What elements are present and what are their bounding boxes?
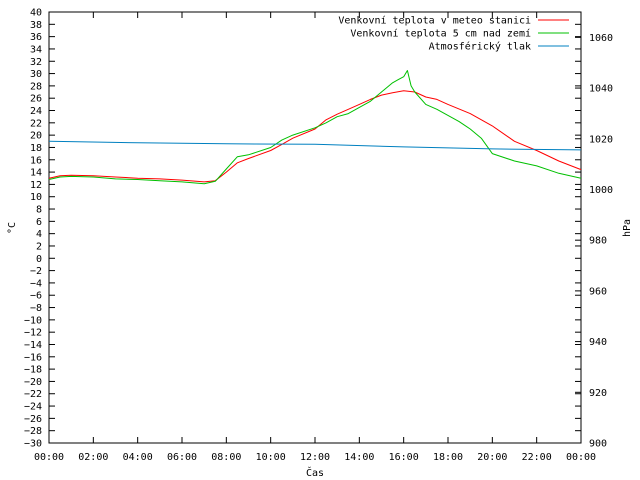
legend-label-1: Venkovní teplota 5 cm nad zemí [350, 28, 531, 40]
y-tick-label: −10 [24, 315, 42, 326]
y-tick-label: −6 [30, 291, 42, 302]
left-axis: −30−28−26−24−22−20−18−16−14−12−10−8−6−4−… [24, 8, 581, 450]
x-tick-label: 10:00 [256, 452, 286, 463]
y-tick-label: −24 [24, 402, 42, 413]
y-tick-label: 26 [30, 94, 42, 105]
x-tick-label: 16:00 [389, 452, 419, 463]
x-axis: 00:00 02:00 04:00 06:00 08:00 10:00 12:00 14:00… [34, 12, 596, 463]
y-tick-label: −16 [24, 352, 42, 363]
y2-tick-label: 900 [589, 439, 607, 450]
x-tick-label: 08:00 [211, 452, 241, 463]
y-tick-label: 22 [30, 118, 42, 129]
y-tick-label: −18 [24, 365, 42, 376]
x-tick-label: 14:00 [344, 452, 374, 463]
y-tick-label: 10 [30, 192, 42, 203]
x-tick-label: 00:00 [34, 452, 64, 463]
y2-tick-label: 1060 [589, 33, 613, 44]
y-tick-label: 4 [36, 229, 42, 240]
y-tick-label: −30 [24, 439, 42, 450]
y-tick-label: 2 [36, 241, 42, 252]
y-tick-label: 16 [30, 155, 42, 166]
y-tick-label: 0 [36, 254, 42, 265]
y-tick-label: −26 [24, 414, 42, 425]
y-axis-title: °C [7, 222, 18, 234]
y-tick-label: 20 [30, 131, 42, 142]
x-tick-label: 20:00 [477, 452, 507, 463]
legend: Venkovní teplota v meteo staniciVenkovní… [338, 15, 569, 53]
y2-tick-label: 940 [589, 337, 607, 348]
y2-tick-label: 920 [589, 388, 607, 399]
y2-tick-label: 980 [589, 236, 607, 247]
y-tick-label: −4 [30, 278, 42, 289]
series-line-1 [48, 70, 582, 185]
y-tick-label: 36 [30, 32, 42, 43]
legend-label-0: Venkovní teplota v meteo stanici [338, 15, 531, 27]
x-tick-label: 00:00 [566, 452, 596, 463]
y2-axis-title: hPa [622, 219, 633, 237]
x-tick-label: 02:00 [78, 452, 108, 463]
y-tick-label: 32 [30, 57, 42, 68]
y-tick-label: 6 [36, 217, 42, 228]
x-axis-title: Čas [306, 466, 324, 479]
y-tick-label: −8 [30, 303, 42, 314]
y-tick-label: −20 [24, 377, 42, 388]
y-tick-label: 40 [30, 8, 42, 19]
y-tick-label: −22 [24, 389, 42, 400]
x-tick-label: 22:00 [522, 452, 552, 463]
y-tick-label: 28 [30, 81, 42, 92]
y-tick-label: 12 [30, 180, 42, 191]
y2-tick-label: 1000 [589, 185, 613, 196]
y-tick-label: −12 [24, 328, 42, 339]
y-tick-label: 34 [30, 44, 42, 55]
y2-tick-label: 960 [589, 286, 607, 297]
series-line-0 [48, 90, 582, 183]
y-tick-label: −2 [30, 266, 42, 277]
y-tick-label: −28 [24, 426, 42, 437]
y-tick-label: 14 [30, 168, 42, 179]
x-tick-label: 12:00 [300, 452, 330, 463]
y-tick-label: 38 [30, 20, 42, 31]
y2-tick-label: 1040 [589, 84, 613, 95]
y-tick-label: −14 [24, 340, 42, 351]
x-tick-label: 18:00 [433, 452, 463, 463]
y2-tick-label: 1020 [589, 134, 613, 145]
y-tick-label: 30 [30, 69, 42, 80]
y-tick-label: 18 [30, 143, 42, 154]
x-tick-label: 06:00 [167, 452, 197, 463]
legend-label-2: Atmosférický tlak [429, 41, 531, 53]
y-tick-label: 8 [36, 205, 42, 216]
series-lines [48, 70, 582, 185]
y-tick-label: 24 [30, 106, 42, 117]
series-line-2 [48, 140, 582, 151]
right-axis: 900 920 940 960 980 1000 1020 1040 1060 [575, 33, 613, 450]
x-tick-label: 04:00 [123, 452, 153, 463]
